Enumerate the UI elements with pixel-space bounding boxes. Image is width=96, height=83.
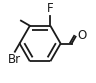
Text: Br: Br bbox=[8, 53, 21, 66]
Text: F: F bbox=[47, 2, 54, 15]
Text: O: O bbox=[77, 29, 86, 42]
